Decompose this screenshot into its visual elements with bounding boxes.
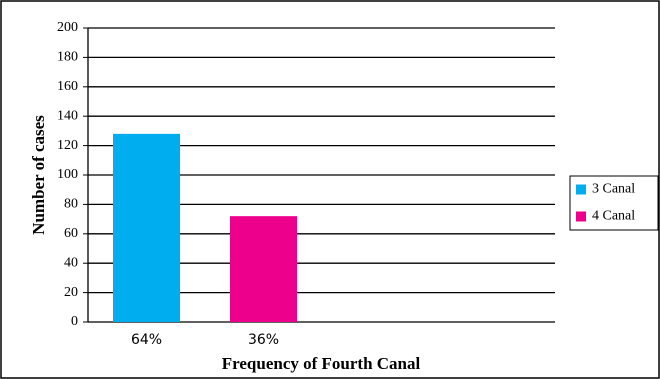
y-tick-label: 160 <box>57 79 78 94</box>
y-axis-title: Number of cases <box>29 115 48 235</box>
legend-swatch <box>576 211 586 222</box>
y-tick-label: 20 <box>64 285 78 300</box>
x-tick-label: 36% <box>248 332 279 348</box>
x-tick-label: 64% <box>131 332 162 348</box>
y-tick-label: 40 <box>64 255 78 270</box>
y-tick-label: 60 <box>64 226 78 241</box>
y-tick-label: 80 <box>64 197 78 212</box>
y-tick-label: 140 <box>57 108 78 123</box>
legend-label: 4 Canal <box>592 209 635 224</box>
bar <box>230 216 297 322</box>
y-tick-label: 0 <box>71 314 78 329</box>
legend-swatch <box>576 184 586 195</box>
bar <box>113 133 180 322</box>
legend-label: 3 Canal <box>592 182 635 197</box>
y-tick-label: 180 <box>57 50 78 65</box>
y-tick-label: 200 <box>57 20 78 35</box>
y-tick-label: 120 <box>57 138 78 153</box>
y-tick-label: 100 <box>57 167 78 182</box>
x-axis-title: Frequency of Fourth Canal <box>222 354 421 373</box>
